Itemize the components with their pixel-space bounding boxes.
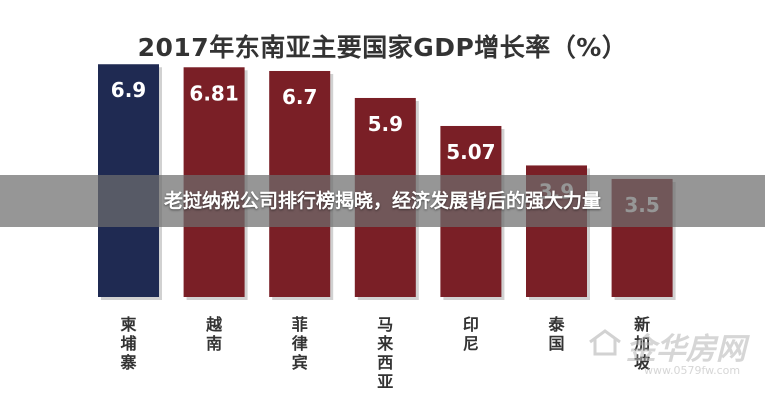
watermark-logo: 金华房网 www.0579fw.com bbox=[588, 318, 760, 384]
house-icon bbox=[589, 329, 621, 356]
bar-value-label: 5.9 bbox=[368, 112, 403, 136]
bar-value-label: 6.81 bbox=[189, 81, 238, 105]
category-label: 新加坡 bbox=[633, 315, 651, 372]
category-label: 柬埔寨 bbox=[119, 315, 136, 372]
category-label: 菲律宾 bbox=[292, 315, 308, 372]
category-label: 印尼 bbox=[463, 315, 479, 353]
bar-value-label: 6.9 bbox=[111, 78, 146, 102]
headline-text: 老挝纳税公司排行榜揭晓，经济发展背后的强大力量 bbox=[163, 190, 601, 212]
watermark-url: www.0579fw.com bbox=[644, 364, 741, 377]
bar-value-label: 5.07 bbox=[446, 140, 495, 164]
category-label: 马来西亚 bbox=[376, 315, 394, 391]
chart-title: 2017年东南亚主要国家GDP增长率（%） bbox=[137, 33, 628, 62]
category-label: 越南 bbox=[205, 315, 223, 353]
bar-value-label: 6.7 bbox=[282, 85, 317, 109]
headline-banner: 老挝纳税公司排行榜揭晓，经济发展背后的强大力量 bbox=[0, 175, 765, 227]
category-label: 泰国 bbox=[547, 315, 565, 353]
watermark-name: 金华房网 bbox=[626, 332, 746, 367]
